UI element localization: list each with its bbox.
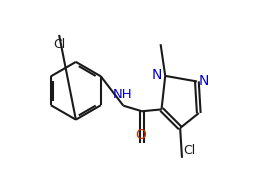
Text: Cl: Cl bbox=[53, 38, 65, 51]
Text: N: N bbox=[199, 74, 209, 88]
Text: NH: NH bbox=[113, 88, 132, 101]
Text: N: N bbox=[152, 68, 163, 82]
Text: Cl: Cl bbox=[183, 144, 195, 157]
Text: O: O bbox=[136, 128, 146, 142]
